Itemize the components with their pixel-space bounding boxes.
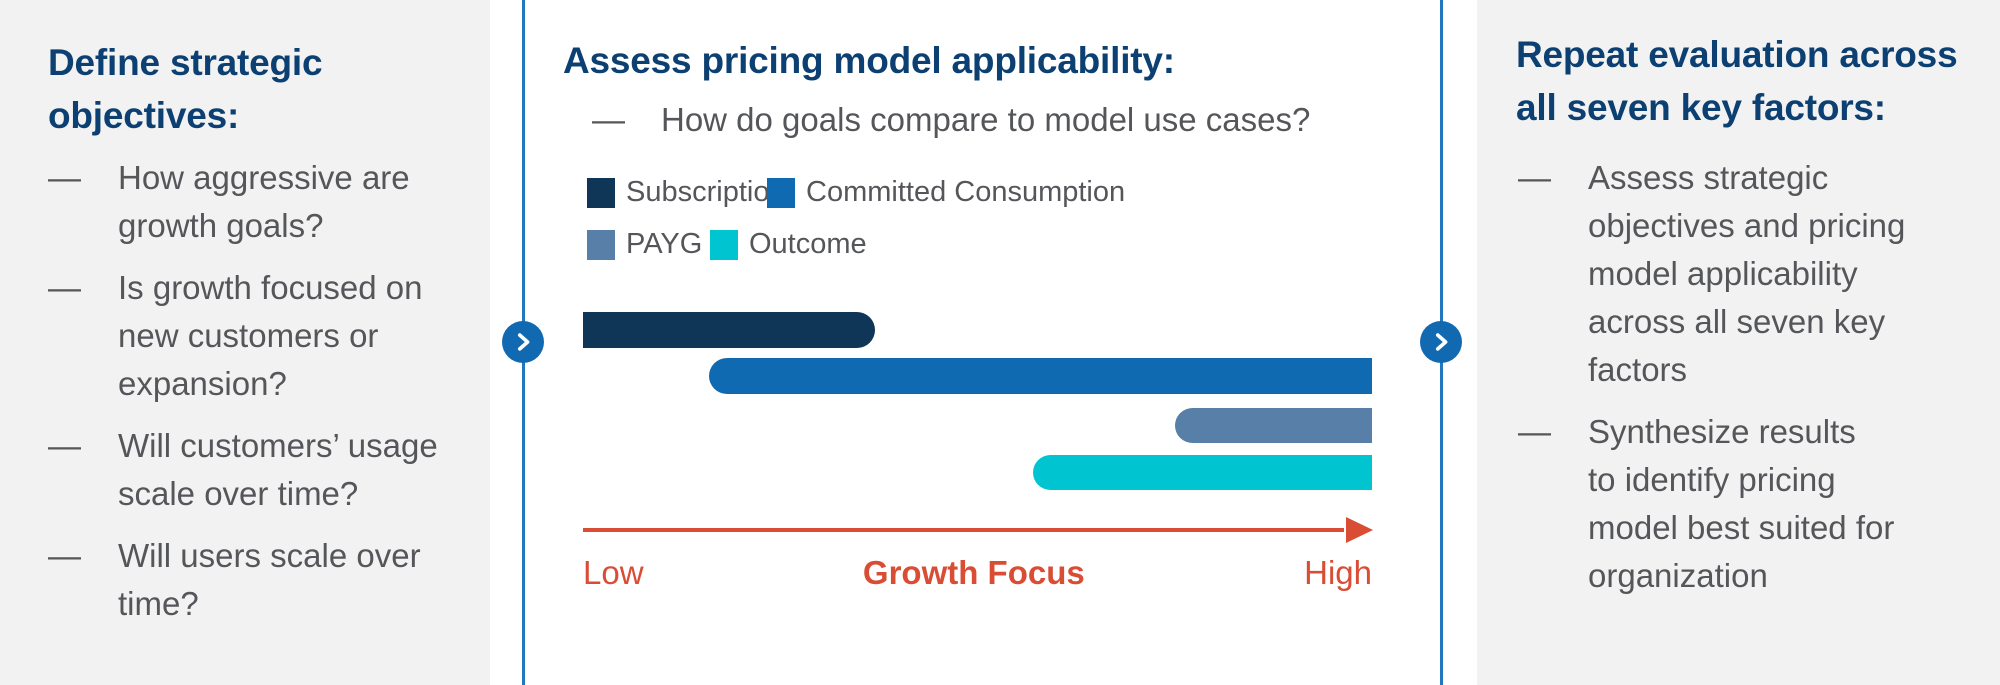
legend-swatch-committed-consumption (767, 177, 795, 208)
legend-item-committed-consumption: Committed Consumption (767, 176, 1126, 208)
bullet-dash: — (48, 159, 81, 196)
left-panel: Define strategic objectives: — How aggre… (0, 0, 490, 685)
bullet-text: Will customers’ usage scale over time? (118, 427, 438, 512)
bullet-item: — Will customers’ usage scale over time? (48, 422, 468, 518)
x-axis-arrowhead-icon (1346, 517, 1373, 543)
legend-item-outcome: Outcome (710, 228, 867, 260)
left-bullet-list: — How aggressive are growth goals? — Is … (48, 154, 468, 628)
bar-subscription (583, 312, 875, 348)
bullet-dash: — (1518, 159, 1551, 196)
next-step-arrow-button-left[interactable] (502, 321, 544, 363)
legend-label: PAYG (626, 228, 703, 260)
bullet-text: Assess strategic objectives and pricing … (1588, 159, 1906, 388)
legend-item-subscription: Subscription (587, 176, 786, 208)
bullet-text: Is growth focused on new customers or ex… (118, 269, 423, 402)
chart-subtitle-bullet: — How do goals compare to model use case… (592, 96, 1310, 144)
bullet-dash: — (1518, 413, 1551, 450)
bullet-text: Synthesize results to identify pricing m… (1588, 413, 1895, 594)
legend-swatch-subscription (587, 177, 615, 208)
bar-payg (1174, 408, 1372, 443)
axis-label-high: High (1304, 554, 1372, 591)
x-axis-line (583, 528, 1344, 532)
bar-committed-consumption (709, 358, 1372, 394)
x-axis-labels: Low Growth Focus High (583, 549, 1372, 597)
bullet-dash: — (48, 427, 81, 464)
bullet-dash: — (48, 269, 81, 306)
bullet-dash: — (592, 101, 625, 138)
bullet-text: Will users scale over time? (118, 537, 421, 622)
right-panel: Repeat evaluation across all seven key f… (1477, 0, 2000, 685)
bullet-item: — Synthesize results to identify pricing… (1518, 408, 1988, 600)
bullet-item: — Is growth focused on new customers or … (48, 264, 468, 408)
bar-chart (583, 312, 1372, 492)
next-step-arrow-button-right[interactable] (1420, 321, 1462, 363)
chevron-right-icon (1435, 333, 1448, 351)
legend-label: Outcome (749, 228, 867, 260)
legend-label: Subscription (626, 176, 786, 208)
axis-label-low: Low (583, 554, 644, 591)
left-panel-title: Define strategic objectives: (48, 42, 323, 136)
chart-subtitle-text: How do goals compare to model use cases? (661, 101, 1311, 138)
legend-swatch-payg (587, 229, 615, 260)
chevron-right-icon (517, 333, 530, 351)
bullet-item: — Will users scale over time? (48, 532, 468, 628)
legend-item-payg: PAYG (587, 228, 703, 260)
legend-swatch-outcome (710, 229, 738, 260)
bullet-dash: — (48, 537, 81, 574)
legend-label: Committed Consumption (806, 176, 1126, 208)
bullet-text: How aggressive are growth goals? (118, 159, 410, 244)
bullet-item: — Assess strategic objectives and pricin… (1518, 154, 1988, 394)
chart-title: Assess pricing model applicability: (563, 40, 1175, 81)
bar-outcome (1032, 455, 1372, 490)
bullet-item: — How aggressive are growth goals? (48, 154, 468, 250)
axis-label-growth-focus: Growth Focus (862, 554, 1085, 591)
right-panel-title: Repeat evaluation across all seven key f… (1516, 34, 1958, 128)
right-bullet-list: — Assess strategic objectives and pricin… (1518, 154, 1988, 600)
